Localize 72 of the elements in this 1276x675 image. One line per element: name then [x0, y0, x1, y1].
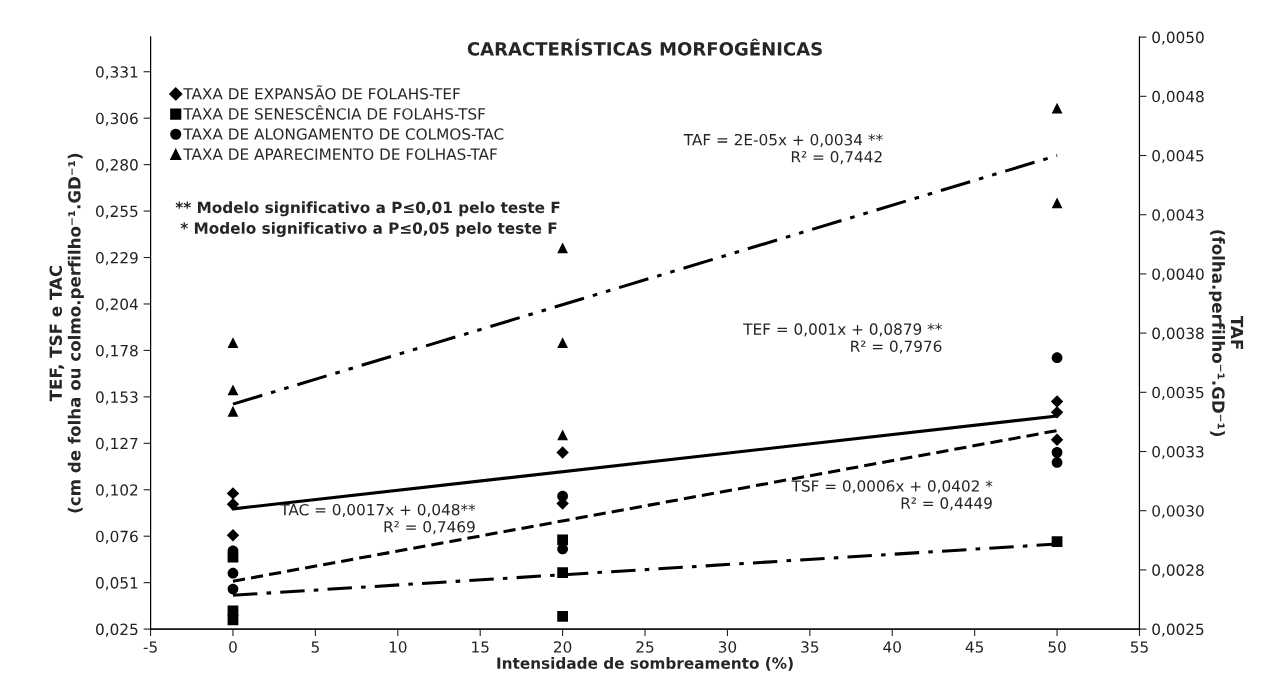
point [226, 487, 240, 500]
y-tick-label: 0,255 [96, 205, 138, 219]
point [226, 529, 240, 542]
point [1051, 457, 1063, 468]
annotation: TAF = 2E-05x + 0,0034 ** R² = 0,7442 [683, 133, 883, 165]
y2-tick-label: 0,0045 [1152, 149, 1204, 164]
legend-label: TAXA DE APARECIMENTO DE FOLHAS-TAF [183, 148, 497, 160]
point [1051, 197, 1063, 209]
annotation: * Modelo significativo a P≤0,05 pelo teste F [180, 222, 557, 237]
y2-tick-label: 0,0033 [1152, 445, 1204, 460]
y2-tick-label: 0,0028 [1152, 564, 1204, 578]
y2-tick-label: 0,0030 [1152, 505, 1204, 519]
y2-tick-label: 0,0038 [1152, 327, 1204, 341]
point [557, 429, 568, 441]
point [1051, 352, 1063, 364]
point [1051, 102, 1063, 114]
chart-title: CARACTERÍSTICAS MORFOGÊNICAS [467, 38, 822, 56]
x-tick-label: -5 [143, 641, 157, 653]
legend-label: TAXA DE ALONGAMENTO DE COLMOS-TAC [183, 128, 504, 140]
x-tick-label: 20 [554, 641, 572, 653]
y-tick-label: 0,331 [96, 66, 138, 80]
point [556, 446, 569, 459]
y-tick-label: 0,025 [96, 623, 138, 637]
annotation: TAC = 0,0017x + 0,048** R² = 0,7469 [280, 503, 476, 535]
x-tick-label: 30 [718, 641, 737, 653]
y-tick-label: 0,076 [96, 530, 138, 544]
y2-tick-label: 0,0025 [1152, 623, 1204, 637]
y2-tick-label: 0,0035 [1152, 386, 1204, 400]
y-tick-label: 0,102 [96, 484, 138, 498]
point [557, 337, 568, 348]
annotation: TSF = 0,0006x + 0,0402 * R² = 0,4449 [791, 480, 993, 511]
y-tick-label: 0,306 [96, 112, 138, 126]
point [227, 583, 239, 595]
point [227, 405, 239, 417]
point [557, 534, 568, 546]
annotation: TEF = 0,001x + 0,0879 ** R² = 0,7976 [743, 323, 942, 354]
x-tick-label: 45 [965, 641, 984, 653]
x-axis-title: Intensidade de sombreamento (%) [497, 657, 793, 671]
y-tick-label: 0,051 [96, 577, 138, 591]
point [557, 610, 568, 622]
point [1050, 433, 1064, 446]
y-tick-label: 0,178 [96, 344, 138, 358]
x-tick-label: 5 [311, 641, 319, 653]
x-tick-label: 50 [1048, 641, 1066, 653]
x-tick-label: 40 [883, 641, 901, 653]
point [557, 567, 568, 579]
x-tick-label: 55 [1130, 641, 1148, 653]
y2-tick-label: 0,0043 [1152, 209, 1204, 223]
y-tick-label: 0,127 [96, 437, 138, 451]
y2-tick-label: 0,0040 [1152, 268, 1204, 282]
point [557, 490, 568, 502]
y2-axis-title: TAF (folha.perfilho⁻¹.GD⁻¹) [1208, 230, 1244, 436]
annotation: ** Modelo significativo a P≤0,01 pelo teste F [175, 201, 560, 217]
legend-label: TAXA DE SENESCÊNCIA DE FOLAHS-TSF [183, 105, 486, 120]
y2-tick-label: 0,0050 [1152, 31, 1204, 45]
y2-tick-label: 0,0048 [1152, 90, 1204, 104]
x-tick-label: 0 [229, 641, 237, 653]
y-tick-label: 0,204 [96, 298, 138, 312]
y-axis-title: TEF, TSF e TAC (cm de folha ou colmo.perfilho⁻¹.GD⁻¹) [49, 153, 84, 513]
point [1051, 447, 1063, 458]
point [557, 242, 568, 254]
x-tick-label: 35 [801, 641, 819, 653]
point [227, 567, 239, 579]
x-tick-label: 15 [472, 641, 489, 653]
y-tick-label: 0,229 [96, 251, 138, 266]
point [227, 337, 239, 348]
x-tick-label: 10 [389, 641, 407, 653]
y-tick-label: 0,280 [96, 159, 138, 173]
legend-label: TAXA DE EXPANSÃO DE FOLAHS-TEF [183, 85, 460, 100]
y-tick-label: 0,153 [96, 391, 138, 405]
point [1050, 395, 1064, 408]
x-tick-label: 25 [636, 641, 654, 653]
